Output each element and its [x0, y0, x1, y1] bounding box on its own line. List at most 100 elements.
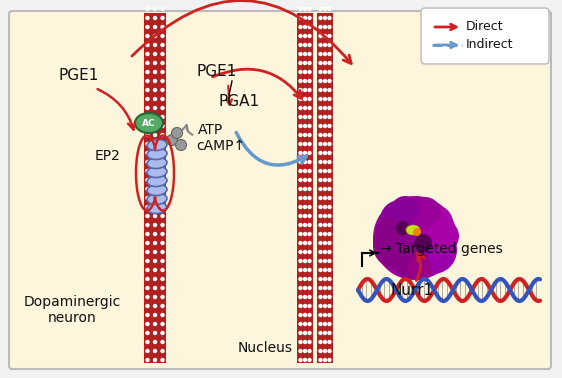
Circle shape: [307, 232, 312, 236]
Circle shape: [303, 52, 307, 56]
Circle shape: [160, 142, 165, 146]
Circle shape: [153, 43, 157, 47]
Circle shape: [303, 286, 307, 290]
Circle shape: [307, 259, 312, 263]
Text: Nurr1: Nurr1: [390, 283, 433, 298]
Circle shape: [303, 340, 307, 344]
FancyBboxPatch shape: [9, 11, 551, 369]
Circle shape: [303, 124, 307, 128]
Circle shape: [298, 88, 303, 92]
Circle shape: [327, 322, 332, 326]
Circle shape: [160, 358, 165, 362]
Circle shape: [318, 304, 323, 308]
Text: ATP: ATP: [198, 123, 223, 137]
Circle shape: [307, 88, 312, 92]
Circle shape: [153, 25, 157, 29]
Circle shape: [146, 232, 149, 236]
Circle shape: [318, 286, 323, 290]
Circle shape: [323, 286, 327, 290]
Circle shape: [327, 187, 332, 191]
Circle shape: [318, 43, 323, 47]
Circle shape: [303, 313, 307, 317]
Circle shape: [307, 7, 312, 11]
Circle shape: [318, 295, 323, 299]
Circle shape: [303, 70, 307, 74]
Circle shape: [307, 187, 312, 191]
Circle shape: [146, 295, 149, 299]
Circle shape: [298, 7, 303, 11]
Ellipse shape: [147, 149, 167, 160]
Circle shape: [327, 106, 332, 110]
Circle shape: [153, 196, 157, 200]
Circle shape: [298, 34, 303, 38]
Circle shape: [318, 160, 323, 164]
Circle shape: [307, 214, 312, 218]
FancyBboxPatch shape: [421, 8, 549, 64]
Circle shape: [375, 218, 405, 248]
Circle shape: [153, 142, 157, 146]
Circle shape: [153, 115, 157, 119]
Circle shape: [298, 43, 303, 47]
Circle shape: [146, 151, 149, 155]
Circle shape: [303, 34, 307, 38]
Circle shape: [391, 196, 419, 224]
Circle shape: [146, 241, 149, 245]
Circle shape: [327, 286, 332, 290]
FancyArrowPatch shape: [435, 42, 456, 48]
FancyArrowPatch shape: [98, 89, 135, 130]
Circle shape: [318, 151, 323, 155]
Circle shape: [303, 115, 307, 119]
Circle shape: [318, 16, 323, 20]
Circle shape: [373, 196, 457, 280]
Circle shape: [153, 70, 157, 74]
Circle shape: [307, 106, 312, 110]
Circle shape: [307, 313, 312, 317]
Circle shape: [160, 88, 165, 92]
Circle shape: [323, 349, 327, 353]
Circle shape: [307, 322, 312, 326]
Circle shape: [298, 61, 303, 65]
Circle shape: [153, 97, 157, 101]
Circle shape: [160, 178, 165, 182]
Circle shape: [323, 151, 327, 155]
Circle shape: [323, 115, 327, 119]
Circle shape: [298, 133, 303, 137]
Circle shape: [318, 169, 323, 173]
Circle shape: [318, 349, 323, 353]
Circle shape: [303, 304, 307, 308]
Circle shape: [323, 61, 327, 65]
FancyArrowPatch shape: [183, 125, 192, 135]
Circle shape: [327, 223, 332, 227]
Circle shape: [298, 259, 303, 263]
Circle shape: [303, 160, 307, 164]
Circle shape: [160, 349, 165, 353]
Circle shape: [327, 259, 332, 263]
Circle shape: [303, 358, 307, 362]
Circle shape: [153, 88, 157, 92]
Circle shape: [318, 196, 323, 200]
Circle shape: [146, 97, 149, 101]
Circle shape: [318, 322, 323, 326]
Circle shape: [146, 79, 149, 83]
Ellipse shape: [147, 184, 167, 195]
Circle shape: [160, 70, 165, 74]
Circle shape: [318, 241, 323, 245]
Circle shape: [307, 16, 312, 20]
Circle shape: [409, 226, 457, 274]
Text: Dopaminergic
neuron: Dopaminergic neuron: [24, 295, 121, 325]
Circle shape: [153, 241, 157, 245]
Circle shape: [307, 358, 312, 362]
Circle shape: [318, 358, 323, 362]
Ellipse shape: [135, 113, 163, 133]
Text: Direct: Direct: [466, 20, 504, 34]
Circle shape: [153, 124, 157, 128]
Circle shape: [307, 241, 312, 245]
Circle shape: [153, 250, 157, 254]
Ellipse shape: [147, 203, 167, 214]
Circle shape: [298, 196, 303, 200]
Circle shape: [298, 214, 303, 218]
Circle shape: [298, 142, 303, 146]
Circle shape: [303, 16, 307, 20]
Circle shape: [303, 322, 307, 326]
Circle shape: [160, 268, 165, 272]
